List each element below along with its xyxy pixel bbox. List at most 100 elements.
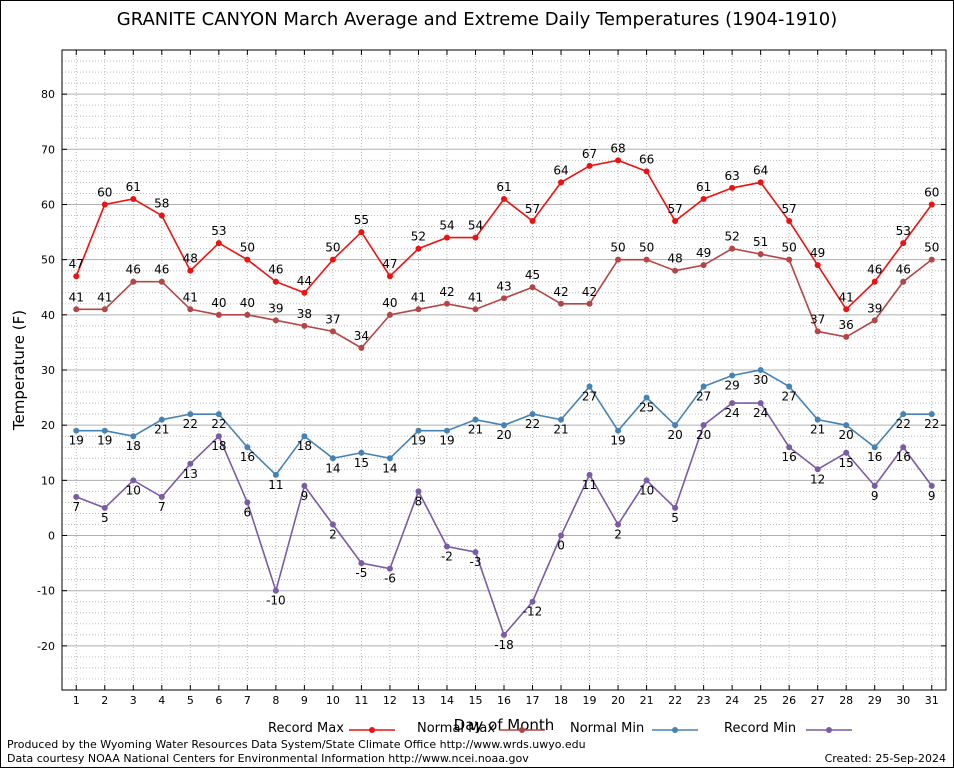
data-label-record-min: -12: [523, 605, 543, 619]
data-label-normal-max: 48: [667, 252, 682, 266]
data-label-record-max: 68: [610, 141, 625, 155]
data-label-normal-max: 46: [154, 263, 169, 277]
data-point-normal-min: [244, 444, 251, 451]
data-label-normal-max: 52: [724, 230, 739, 244]
data-point-normal-max: [329, 328, 336, 335]
data-label-record-max: 60: [924, 185, 939, 199]
data-point-record-min: [871, 482, 878, 489]
data-label-record-max: 61: [496, 180, 511, 194]
x-tick-label: 12: [383, 694, 397, 707]
data-point-record-max: [643, 168, 650, 175]
data-label-normal-min: 21: [468, 423, 483, 437]
data-point-record-max: [130, 195, 137, 202]
data-point-record-min: [130, 477, 137, 484]
data-label-normal-max: 46: [896, 263, 911, 277]
data-label-normal-max: 42: [582, 285, 597, 299]
data-point-record-min: [301, 482, 308, 489]
data-point-normal-max: [215, 311, 222, 318]
data-point-record-min: [244, 499, 251, 506]
y-tick-label: 10: [41, 474, 55, 487]
x-tick-label: 13: [411, 694, 425, 707]
data-label-normal-max: 40: [240, 296, 255, 310]
data-point-normal-max: [643, 256, 650, 263]
data-label-normal-max: 37: [325, 312, 340, 326]
data-point-normal-min: [814, 416, 821, 423]
data-label-record-max: 53: [896, 224, 911, 238]
data-point-normal-min: [301, 433, 308, 440]
data-point-record-max: [443, 234, 450, 241]
footer-credit: Produced by the Wyoming Water Resources …: [7, 738, 586, 751]
x-tick-label: 8: [272, 694, 279, 707]
data-label-normal-max: 51: [753, 235, 768, 249]
data-point-normal-min: [443, 427, 450, 434]
data-label-record-min: 9: [301, 489, 309, 503]
data-point-record-min: [272, 587, 279, 594]
data-point-record-max: [757, 179, 764, 186]
data-point-normal-max: [757, 251, 764, 258]
data-label-normal-max: 42: [553, 285, 568, 299]
data-label-normal-max: 34: [354, 329, 369, 343]
legend-label-record-min: Record Min: [724, 721, 797, 736]
data-point-record-min: [700, 422, 707, 429]
data-label-record-max: 44: [297, 274, 312, 288]
y-tick-label: 80: [41, 88, 55, 101]
data-label-record-min: 16: [782, 450, 797, 464]
data-label-normal-min: 11: [268, 478, 283, 492]
data-point-normal-max: [586, 300, 593, 307]
data-label-normal-min: 15: [354, 456, 369, 470]
data-label-normal-min: 22: [183, 417, 198, 431]
data-point-normal-min: [415, 427, 422, 434]
data-point-record-max: [700, 195, 707, 202]
data-label-record-min: 15: [839, 456, 854, 470]
data-label-record-min: -10: [266, 594, 286, 608]
x-tick-label: 7: [244, 694, 251, 707]
data-point-record-max: [729, 184, 736, 191]
data-point-record-max: [215, 240, 222, 247]
y-tick-label: 40: [41, 309, 55, 322]
legend-swatch-record-min: [804, 722, 854, 736]
data-point-record-max: [501, 195, 507, 202]
data-point-record-max: [158, 212, 165, 219]
data-label-normal-min: 19: [411, 434, 426, 448]
data-label-record-min: 7: [72, 500, 80, 514]
data-label-normal-min: 19: [439, 434, 454, 448]
data-point-normal-max: [73, 306, 80, 313]
data-point-record-min: [215, 433, 222, 440]
legend-label-normal-min: Normal Min: [570, 721, 645, 736]
data-point-record-max: [928, 201, 935, 208]
data-point-record-min: [329, 521, 336, 528]
data-point-record-max: [900, 240, 907, 247]
data-label-record-min: -18: [494, 638, 514, 652]
data-point-normal-max: [301, 322, 308, 329]
data-point-normal-min: [158, 416, 165, 423]
data-point-normal-min: [187, 411, 194, 418]
data-label-record-max: 54: [468, 219, 483, 233]
data-label-normal-max: 49: [696, 246, 711, 260]
legend-label-normal-max: Normal Max: [417, 721, 496, 736]
data-point-normal-max: [158, 278, 165, 285]
data-label-normal-max: 38: [297, 307, 312, 321]
data-label-record-min: 7: [158, 500, 166, 514]
data-point-normal-max: [672, 267, 679, 274]
data-label-record-min: 2: [614, 527, 622, 541]
data-label-record-max: 61: [696, 180, 711, 194]
data-point-record-max: [329, 256, 336, 263]
data-label-normal-max: 43: [496, 279, 511, 293]
data-label-record-min: 10: [126, 483, 141, 497]
data-label-normal-min: 22: [211, 417, 226, 431]
data-point-record-max: [187, 267, 194, 274]
data-label-normal-min: 20: [496, 428, 511, 442]
x-tick-label: 22: [668, 694, 682, 707]
data-point-normal-min: [700, 383, 707, 390]
data-label-normal-min: 18: [126, 439, 141, 453]
data-point-normal-max: [814, 328, 821, 335]
data-label-normal-max: 50: [782, 241, 797, 255]
data-point-record-min: [586, 471, 593, 478]
data-label-normal-min: 16: [867, 450, 882, 464]
data-label-record-max: 64: [553, 163, 568, 177]
legend-swatch-record-max: [347, 722, 397, 736]
data-label-record-min: 11: [582, 478, 597, 492]
data-label-normal-min: 16: [240, 450, 255, 464]
data-label-normal-max: 50: [610, 241, 625, 255]
